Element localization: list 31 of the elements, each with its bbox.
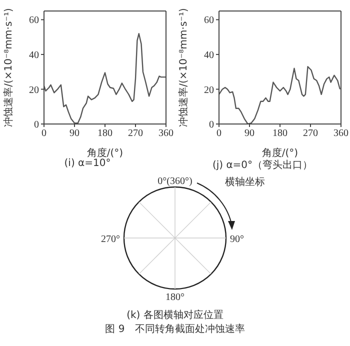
x-tick-label: 90 <box>70 128 80 140</box>
y-axis-title: 冲蚀速率/(×10⁻⁸mm·s⁻¹) <box>2 8 15 127</box>
caption: 图 9 不同转角截面处冲蚀速率 <box>104 323 246 337</box>
x-tick-label: 180 <box>98 128 112 140</box>
x-tick-label: 0 <box>42 128 46 140</box>
text: 横轴坐标 <box>225 176 265 188</box>
text: 270° <box>101 234 120 245</box>
y-tick-label: 40 <box>204 50 214 62</box>
y-tick-label: 40 <box>29 50 39 62</box>
text: 0°(360°) <box>158 176 192 187</box>
text: (i) α=10° <box>63 158 112 169</box>
y-tick-label: 0 <box>209 120 214 131</box>
x-tick-label: 0 <box>216 128 222 140</box>
text: (j) α=0°（弯头出口） <box>211 158 314 172</box>
x-tick-label: 180 <box>272 128 288 140</box>
y-tick-label: 0 <box>34 120 39 131</box>
x-tick-label: 270 <box>303 128 318 140</box>
text: 90° <box>230 234 244 245</box>
y-tick-label: 60 <box>204 15 214 26</box>
y-axis-title: 冲蚀速率/(×10⁻⁸mm·s⁻¹) <box>178 8 190 127</box>
y-tick-label: 20 <box>29 84 39 96</box>
y-tick-label: 20 <box>204 84 214 96</box>
x-axis-title: 角度/(°) <box>262 147 298 159</box>
x-axis-title: 角度/(°) <box>86 147 124 159</box>
y-tick-label: 60 <box>29 15 39 26</box>
x-tick-label: 90 <box>244 128 254 140</box>
text: (k) 各图横轴对应位置 <box>126 309 224 323</box>
x-tick-label: 360 <box>334 128 348 140</box>
x-tick-label: 360 <box>158 128 174 140</box>
x-tick-label: 270 <box>128 128 143 140</box>
text: 180° <box>166 292 184 303</box>
